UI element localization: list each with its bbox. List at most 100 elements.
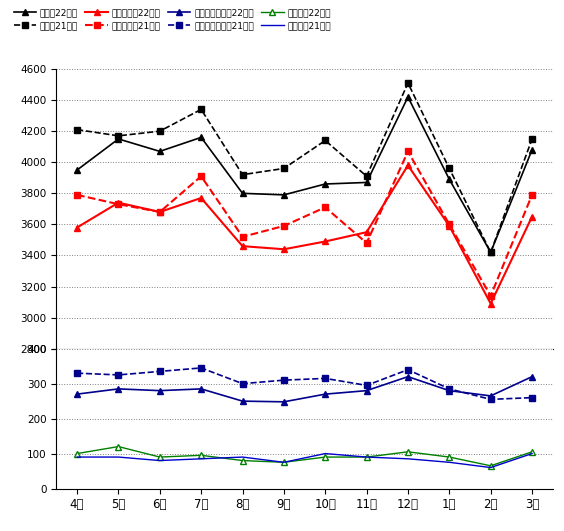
燃やさないごみ21年度 [115,372,122,378]
燃やすごみ21年度 [156,209,163,215]
粗大ごみ22年度 [363,454,370,460]
燃やすごみ22年度 [322,238,329,245]
合計量22年度 [446,176,453,183]
燃やすごみ21年度 [115,201,122,208]
燃やさないごみ21年度 [156,368,163,374]
合計量21年度 [487,249,494,255]
燃やすごみ21年度 [239,234,246,240]
燃やすごみ22年度 [74,224,81,230]
燃やすごみ22年度 [239,243,246,250]
合計量21年度 [528,136,535,142]
粗大ごみ21年度 [280,459,287,466]
燃やすごみ22年度 [280,246,287,252]
燃やさないごみ22年度 [74,391,81,397]
燃やすごみ21年度 [446,221,453,228]
合計量21年度 [322,138,329,144]
合計量22年度 [528,147,535,153]
合計量22年度 [280,192,287,198]
粗大ごみ21年度 [115,454,122,460]
粗大ごみ21年度 [322,450,329,457]
燃やさないごみ21年度 [446,386,453,392]
燃やすごみ21年度 [528,192,535,198]
粗大ごみ21年度 [239,454,246,460]
燃やすごみ22年度 [363,229,370,235]
粗大ごみ22年度 [528,449,535,455]
粗大ごみ22年度 [404,449,411,455]
燃やさないごみ22年度 [446,388,453,394]
燃やさないごみ22年度 [115,386,122,392]
燃やすごみ22年度 [156,209,163,215]
燃やすごみ22年度 [404,162,411,168]
燃やさないごみ22年度 [322,391,329,397]
合計量21年度 [115,133,122,139]
燃やさないごみ21年度 [280,377,287,383]
合計量21年度 [280,165,287,172]
燃やさないごみ22年度 [363,388,370,394]
燃やすごみ21年度 [322,204,329,210]
合計量22年度 [487,249,494,255]
合計量21年度 [198,106,205,113]
燃やさないごみ22年度 [280,399,287,405]
燃やすごみ22年度 [487,301,494,307]
粗大ごみ22年度 [156,454,163,460]
燃やさないごみ22年度 [528,373,535,380]
粗大ごみ21年度 [198,456,205,462]
燃やすごみ21年度 [404,148,411,155]
粗大ごみ21年度 [404,456,411,462]
Line: 粗大ごみ21年度: 粗大ごみ21年度 [77,453,532,468]
燃やさないごみ21年度 [528,395,535,401]
燃やさないごみ21年度 [239,381,246,387]
Line: 燃やさないごみ22年度: 燃やさないごみ22年度 [74,373,535,405]
Line: 燃やさないごみ21年度: 燃やさないごみ21年度 [74,364,535,403]
合計量22年度 [115,136,122,142]
合計量21年度 [74,126,81,133]
粗大ごみ22年度 [322,454,329,460]
合計量22年度 [74,167,81,173]
粗大ごみ22年度 [239,457,246,464]
燃やすごみ22年度 [115,200,122,206]
粗大ごみ22年度 [487,463,494,469]
合計量22年度 [322,181,329,187]
合計量21年度 [239,172,246,178]
燃やすごみ21年度 [198,173,205,179]
粗大ごみ22年度 [198,452,205,458]
粗大ごみ21年度 [446,459,453,466]
Line: 燃やすごみ22年度: 燃やすごみ22年度 [74,162,535,307]
燃やすごみ21年度 [487,293,494,299]
Line: 粗大ごみ22年度: 粗大ごみ22年度 [74,443,535,469]
燃やすごみ21年度 [280,223,287,229]
燃やすごみ21年度 [363,240,370,246]
燃やさないごみ22年度 [156,388,163,394]
粗大ごみ21年度 [74,454,81,460]
燃やさないごみ21年度 [322,375,329,382]
合計量21年度 [363,173,370,179]
燃やさないごみ22年度 [239,398,246,404]
Line: 合計量22年度: 合計量22年度 [74,93,535,256]
Legend: 合計量22年度, 合計量21年度, 燃やすごみ22年度, 燃やすごみ21年度, 燃やさないごみ22年度, 燃やさないごみ21年度, 粗大ごみ22年度, 粗大ごみ: 合計量22年度, 合計量21年度, 燃やすごみ22年度, 燃やすごみ21年度, … [10,5,334,35]
粗大ごみ22年度 [280,459,287,466]
合計量22年度 [404,94,411,100]
合計量22年度 [156,148,163,155]
粗大ごみ21年度 [363,454,370,460]
燃やすごみ22年度 [528,213,535,220]
粗大ごみ22年度 [74,450,81,457]
燃やさないごみ21年度 [404,366,411,373]
Line: 合計量21年度: 合計量21年度 [74,80,535,256]
燃やさないごみ22年度 [487,393,494,399]
燃やすごみ22年度 [198,195,205,201]
合計量22年度 [363,179,370,186]
燃やさないごみ21年度 [363,382,370,389]
粗大ごみ21年度 [156,457,163,464]
粗大ごみ21年度 [528,450,535,457]
合計量21年度 [446,165,453,172]
燃やさないごみ22年度 [198,386,205,392]
合計量21年度 [156,128,163,134]
粗大ごみ22年度 [115,443,122,450]
燃やさないごみ21年度 [198,365,205,371]
燃やすごみ22年度 [446,223,453,229]
合計量22年度 [239,190,246,196]
粗大ごみ22年度 [446,454,453,460]
燃やすごみ21年度 [74,192,81,198]
燃やさないごみ21年度 [487,396,494,402]
燃やさないごみ21年度 [74,370,81,376]
